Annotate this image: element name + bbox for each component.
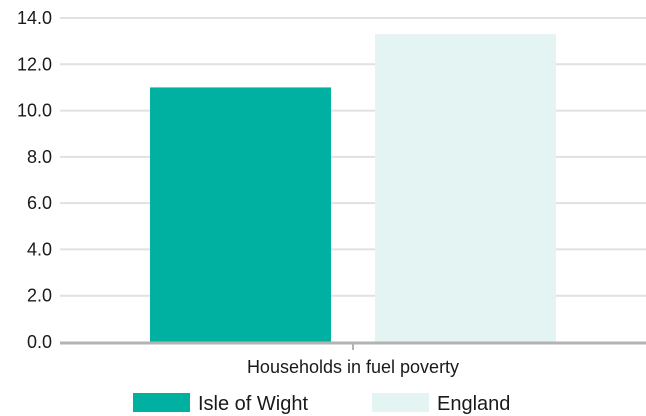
legend-swatch — [133, 393, 190, 412]
y-tick-label: 12.0 — [17, 54, 52, 74]
bar-england — [375, 34, 556, 342]
y-tick-label: 10.0 — [17, 101, 52, 121]
legend-label: England — [437, 393, 510, 415]
x-category-label: Households in fuel poverty — [247, 357, 459, 377]
bar-isle-of-wight — [150, 87, 331, 342]
legend-label: Isle of Wight — [198, 393, 308, 415]
y-tick-label: 14.0 — [17, 8, 52, 28]
y-tick-label: 8.0 — [27, 147, 52, 167]
y-tick-label: 2.0 — [27, 286, 52, 306]
y-axis-tick-labels: 0.0 2.0 4.0 6.0 8.0 10.0 12.0 14.0 — [17, 8, 52, 352]
y-tick-label: 4.0 — [27, 239, 52, 259]
y-tick-label: 6.0 — [27, 193, 52, 213]
bars — [150, 34, 556, 342]
legend-swatch — [372, 393, 429, 412]
y-tick-label: 0.0 — [27, 332, 52, 352]
gridlines — [60, 17, 646, 297]
legend: Isle of Wight England — [133, 393, 510, 415]
